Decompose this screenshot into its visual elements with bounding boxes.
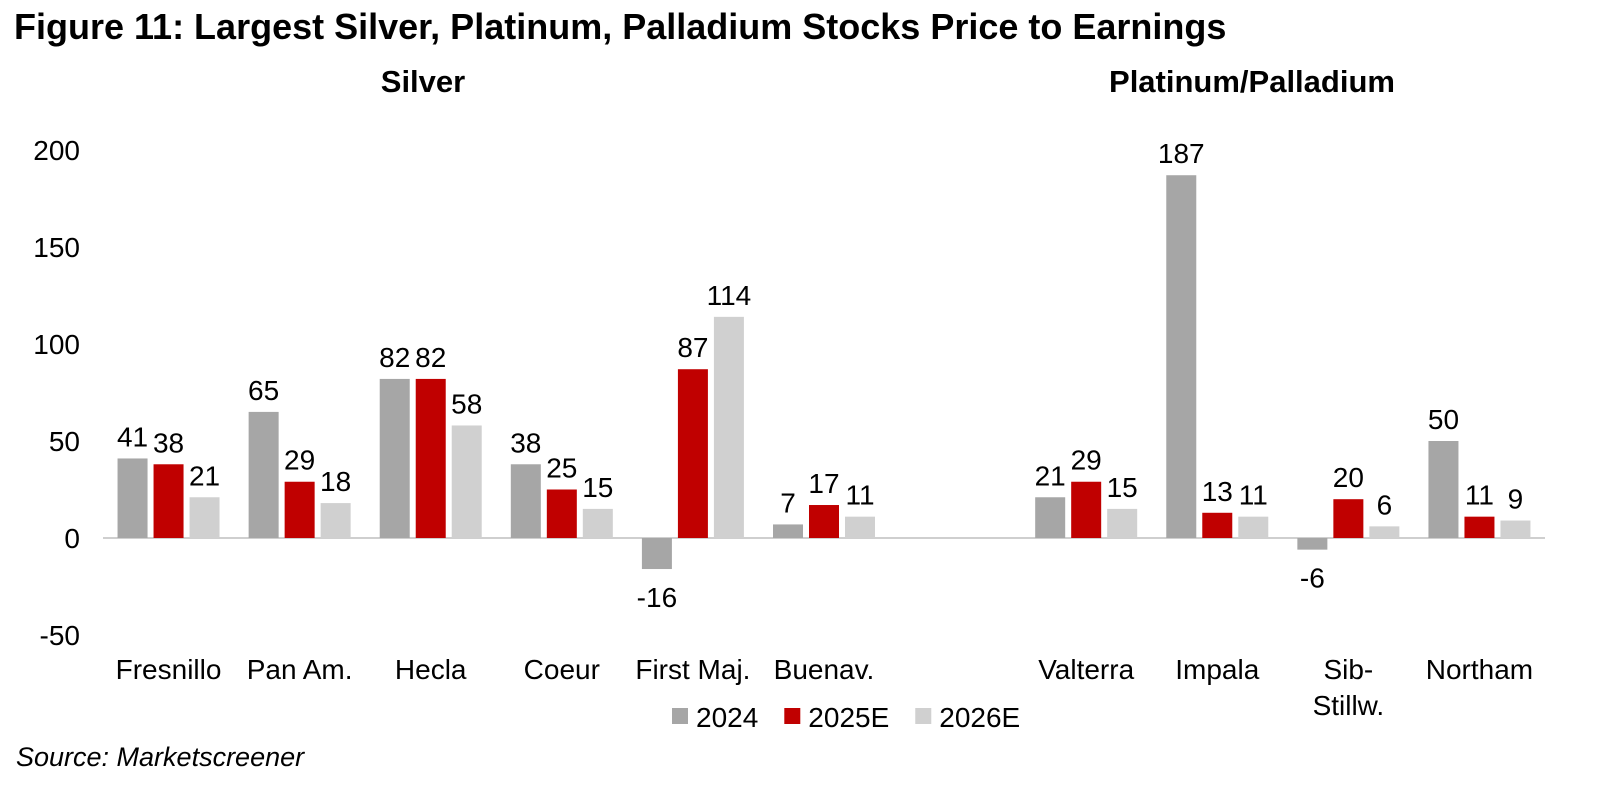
y-tick-label: 50	[49, 426, 80, 457]
data-label-first-maj-2025e: 87	[677, 332, 708, 363]
y-tick-label: 100	[33, 329, 80, 360]
source-note: Source: Marketscreener	[16, 742, 305, 772]
bar-fresnillo-2025e	[153, 464, 184, 538]
legend-swatch-2026e	[915, 708, 932, 724]
category-label-buenav: Buenav.	[774, 654, 875, 685]
bar-fresnillo-2026e	[189, 497, 220, 538]
data-label-impala-2026e: 11	[1239, 480, 1268, 511]
y-axis-ticks: -50 0 50 100 150 200	[33, 135, 80, 651]
bar-sib-stillw-2025e	[1333, 499, 1364, 538]
bar-valterra-2025e	[1071, 481, 1102, 538]
legend-label-2025e: 2025E	[808, 702, 889, 733]
category-label-valterra: Valterra	[1038, 654, 1134, 685]
panel-title-silver: Silver	[381, 64, 465, 99]
data-label-impala-2024: 187	[1158, 138, 1205, 169]
data-label-buenav-2026e: 11	[845, 480, 874, 511]
bar-first-maj-2026e	[713, 316, 744, 538]
bar-buenav-2025e	[809, 505, 839, 538]
data-label-fresnillo-2024: 41	[117, 421, 148, 452]
bar-impala-2026e	[1238, 516, 1269, 538]
bar-coeur-2025e	[546, 489, 577, 538]
data-label-coeur-2024: 38	[510, 427, 541, 458]
data-label-valterra-2024: 21	[1035, 460, 1066, 491]
data-label-first-maj-2024: -16	[637, 582, 677, 613]
data-label-first-maj-2026e: 114	[707, 280, 752, 311]
category-label-sib-stillw: Sib-	[1323, 654, 1373, 685]
data-label-pan-am-2026e: 18	[320, 466, 351, 497]
legend-label-2024: 2024	[696, 702, 758, 733]
bar-coeur-2026e	[582, 508, 613, 538]
panel-title-platinum-palladium: Platinum/Palladium	[1109, 64, 1395, 99]
data-label-pan-am-2025e: 29	[284, 445, 315, 476]
y-tick-label: 200	[33, 135, 80, 166]
category-label-sib-stillw: Stillw.	[1313, 690, 1385, 721]
y-tick-label: -50	[40, 620, 80, 651]
data-label-northam-2025e: 11	[1465, 480, 1494, 511]
data-label-pan-am-2024: 65	[248, 375, 279, 406]
bar-buenav-2026e	[845, 516, 875, 538]
data-label-fresnillo-2025e: 38	[153, 427, 184, 458]
panel-titles: Silver Platinum/Palladium	[381, 64, 1395, 99]
data-label-sib-stillw-2026e: 6	[1377, 489, 1393, 520]
bar-pan-am-2025e	[284, 481, 315, 538]
data-label-buenav-2024: 7	[780, 487, 796, 518]
bar-first-maj-2025e	[677, 369, 708, 538]
data-label-valterra-2026e: 15	[1107, 472, 1138, 503]
data-label-hecla-2024: 82	[379, 342, 410, 373]
figure-title: Figure 11: Largest Silver, Platinum, Pal…	[14, 6, 1227, 47]
bar-buenav-2024	[773, 524, 803, 538]
y-tick-label: 150	[33, 232, 80, 263]
data-label-hecla-2026e: 58	[451, 388, 482, 419]
data-label-sib-stillw-2024: -6	[1300, 563, 1325, 594]
category-labels: Fresnillo Pan Am. Hecla Coeur First Maj. Buen…	[116, 654, 1534, 721]
bar-pan-am-2026e	[320, 503, 351, 538]
data-label-coeur-2026e: 15	[582, 472, 613, 503]
data-label-coeur-2025e: 25	[546, 453, 577, 484]
category-label-pan-am: Pan Am.	[247, 654, 353, 685]
bar-pan-am-2024	[248, 411, 279, 538]
bar-sib-stillw-2024	[1297, 538, 1328, 550]
data-label-valterra-2025e: 29	[1071, 445, 1102, 476]
bars	[117, 175, 1531, 570]
category-label-coeur: Coeur	[524, 654, 600, 685]
bar-impala-2025e	[1202, 512, 1233, 538]
category-label-hecla: Hecla	[395, 654, 467, 685]
category-label-fresnillo: Fresnillo	[116, 654, 222, 685]
legend: 2024 2025E 2026E	[672, 702, 1020, 733]
bar-sib-stillw-2026e	[1369, 526, 1400, 538]
bar-impala-2024	[1166, 175, 1197, 538]
bar-hecla-2025e	[415, 378, 446, 538]
y-tick-label: 0	[64, 523, 80, 554]
data-label-northam-2024: 50	[1428, 404, 1459, 435]
data-label-sib-stillw-2025e: 20	[1333, 462, 1364, 493]
bar-coeur-2024	[510, 464, 541, 538]
category-label-northam: Northam	[1426, 654, 1533, 685]
data-label-hecla-2025e: 82	[415, 342, 446, 373]
category-label-impala: Impala	[1175, 654, 1259, 685]
bar-valterra-2026e	[1107, 508, 1138, 538]
data-label-northam-2026e: 9	[1508, 484, 1524, 515]
bar-northam-2024	[1428, 441, 1459, 538]
legend-swatch-2024	[672, 708, 688, 724]
bar-northam-2026e	[1500, 520, 1531, 538]
data-label-impala-2025e: 13	[1202, 476, 1233, 507]
bar-northam-2025e	[1464, 516, 1495, 538]
legend-label-2026e: 2026E	[939, 702, 1020, 733]
bar-fresnillo-2024	[117, 458, 148, 538]
legend-swatch-2025e	[784, 708, 801, 724]
data-label-buenav-2025e: 17	[808, 468, 839, 499]
bar-first-maj-2024	[641, 538, 672, 570]
bar-hecla-2026e	[451, 425, 482, 538]
bar-valterra-2024	[1035, 497, 1066, 538]
category-label-first-maj: First Maj.	[635, 654, 750, 685]
data-label-fresnillo-2026e: 21	[189, 460, 220, 491]
bar-hecla-2024	[379, 378, 410, 538]
